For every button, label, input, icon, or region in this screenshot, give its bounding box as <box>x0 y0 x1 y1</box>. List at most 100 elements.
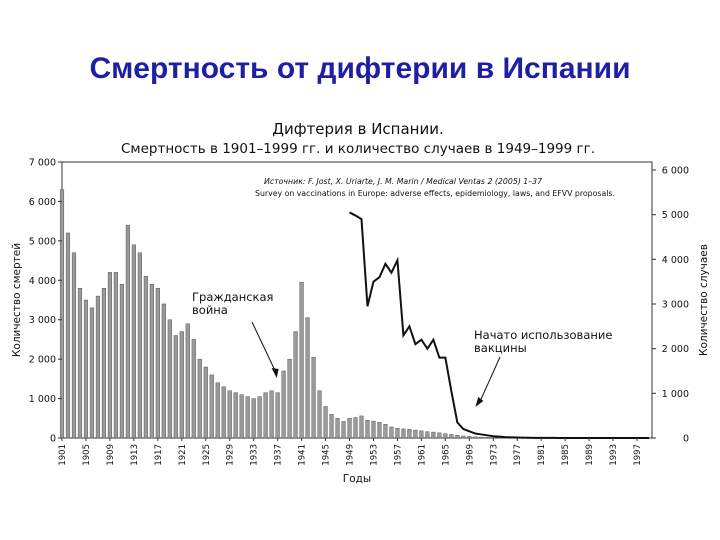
deaths-bar <box>161 303 166 439</box>
y2-tick-label: 4 000 <box>662 255 689 266</box>
source-line-1: Источник: F. Jost, X. Uriarte, J. M. Mar… <box>264 177 542 186</box>
deaths-bar <box>245 396 250 439</box>
x-tick-label: 1973 <box>489 444 499 466</box>
deaths-bar <box>107 272 112 439</box>
x-tick-label: 1969 <box>465 444 475 466</box>
x-tick-label: 1945 <box>322 444 332 466</box>
deaths-bar <box>353 417 358 439</box>
deaths-bar <box>299 282 304 439</box>
deaths-bar <box>359 415 364 439</box>
deaths-bar <box>155 287 160 439</box>
x-tick-label: 1981 <box>537 444 547 466</box>
x-tick-label: 1993 <box>609 444 619 466</box>
deaths-bar <box>251 398 256 439</box>
deaths-bar <box>203 366 208 439</box>
deaths-bar <box>287 358 292 439</box>
y-tick-label: 0 <box>50 434 56 445</box>
y-tick-label: 1 000 <box>29 394 56 405</box>
deaths-bar <box>119 284 124 439</box>
annotation-text: Гражданская <box>192 290 273 304</box>
deaths-bar <box>317 390 322 439</box>
x-tick-label: 1925 <box>202 444 212 466</box>
x-tick-label: 1921 <box>178 444 188 466</box>
x-axis-label: Годы <box>343 473 371 485</box>
x-tick-label: 1941 <box>298 444 308 466</box>
deaths-bar <box>227 390 232 439</box>
deaths-bar <box>485 437 490 439</box>
deaths-bar <box>113 272 118 439</box>
deaths-bar <box>413 429 418 439</box>
deaths-bar <box>221 386 226 439</box>
deaths-bar <box>131 244 136 439</box>
source-line-2: Survey on vaccinations in Europe: advers… <box>255 189 615 198</box>
annotation-arrow <box>251 321 278 375</box>
x-tick-label: 1977 <box>513 444 523 466</box>
deaths-bar <box>401 428 406 439</box>
annotation-arrow <box>478 356 501 404</box>
deaths-bar <box>95 295 100 439</box>
deaths-bar <box>431 431 436 439</box>
deaths-bar <box>407 429 412 439</box>
annotation-text: война <box>192 303 228 317</box>
deaths-bar <box>455 435 460 439</box>
y-tick-label: 4 000 <box>29 276 56 287</box>
deaths-bar <box>281 370 286 439</box>
x-tick-label: 1917 <box>154 444 164 466</box>
deaths-bar <box>185 323 190 439</box>
deaths-bar <box>323 406 328 439</box>
x-tick-label: 1953 <box>370 444 380 466</box>
y-tick-label: 6 000 <box>29 197 56 208</box>
deaths-bar <box>191 339 196 439</box>
deaths-bar <box>437 432 442 439</box>
cases-line <box>349 211 650 439</box>
y2-tick-label: 0 <box>683 434 689 445</box>
deaths-bar <box>125 224 130 439</box>
chart-subtitle: Смертность в 1901–1999 гг. и количество … <box>121 141 595 157</box>
x-tick-label: 1913 <box>130 444 140 466</box>
deaths-bar <box>371 420 376 439</box>
x-tick-label: 1929 <box>226 444 236 466</box>
deaths-bar <box>479 437 484 439</box>
deaths-bar <box>443 433 448 439</box>
y-tick-label: 2 000 <box>29 355 56 366</box>
deaths-bar <box>365 420 370 439</box>
y2-tick-label: 1 000 <box>662 389 689 400</box>
y2-tick-label: 2 000 <box>662 344 689 355</box>
deaths-bar <box>101 287 106 439</box>
deaths-bar <box>89 307 94 439</box>
x-tick-label: 1997 <box>633 444 643 466</box>
deaths-bar <box>305 317 310 439</box>
deaths-bar <box>71 252 77 439</box>
deaths-bar <box>233 392 238 439</box>
deaths-bar <box>461 435 466 439</box>
deaths-bar <box>215 382 220 439</box>
arrow-head <box>271 368 279 378</box>
deaths-bar <box>347 418 352 439</box>
x-tick-label: 1961 <box>417 444 427 466</box>
deaths-bar <box>383 424 388 439</box>
annotation-text: Начато использование <box>474 328 612 342</box>
deaths-bar <box>257 396 262 439</box>
deaths-bar <box>209 374 214 439</box>
y-tick-label: 3 000 <box>29 315 56 326</box>
deaths-bar <box>197 358 202 439</box>
x-tick-label: 1965 <box>441 444 451 466</box>
deaths-bar <box>449 434 454 439</box>
x-tick-label: 1905 <box>82 444 92 466</box>
x-tick-label: 1989 <box>585 444 595 466</box>
deaths-bar <box>389 426 394 439</box>
slide-title: Смертность от дифтерии в Испании <box>89 52 631 85</box>
chart-title: Дифтерия в Испании. <box>272 120 443 138</box>
deaths-bar <box>167 319 172 439</box>
deaths-bar <box>263 392 268 439</box>
annotation-text: вакцины <box>474 341 527 355</box>
deaths-bar <box>419 430 424 439</box>
deaths-bar <box>275 392 280 439</box>
y2-tick-label: 6 000 <box>662 166 689 177</box>
deaths-bar <box>467 436 472 439</box>
deaths-bar <box>293 331 298 439</box>
deaths-bar <box>173 335 178 439</box>
deaths-bar <box>269 390 274 439</box>
